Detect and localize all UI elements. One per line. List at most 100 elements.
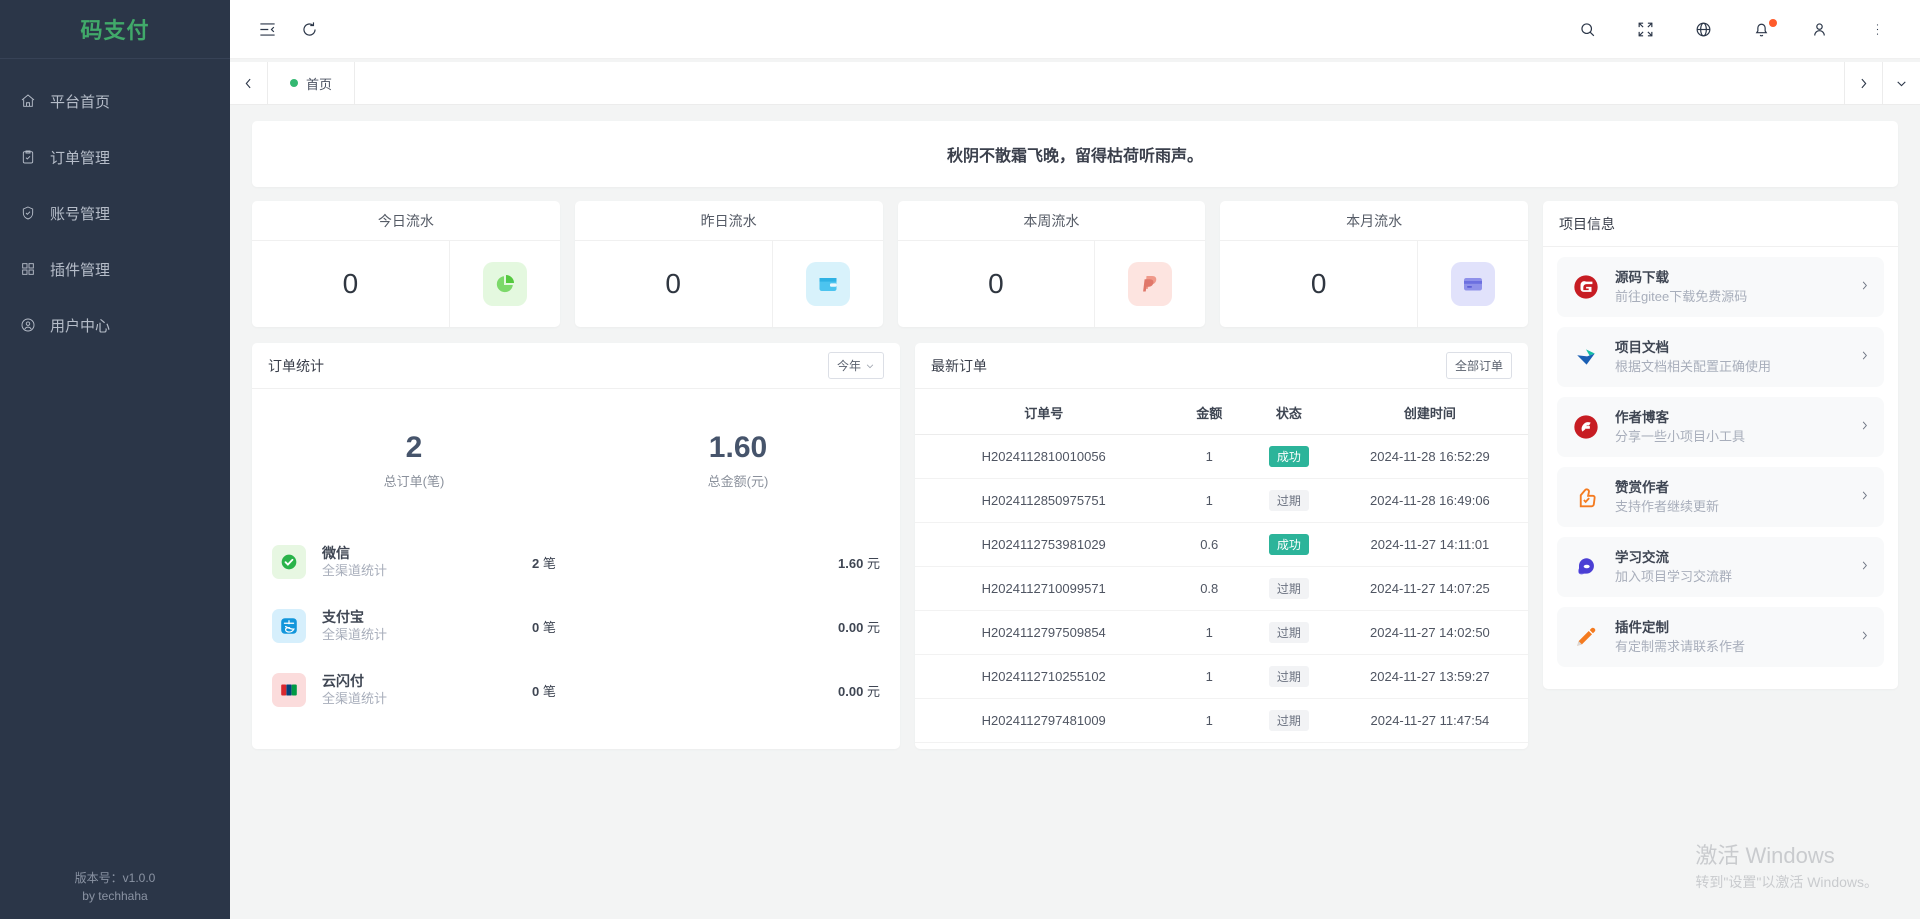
status-badge: 过期 [1268, 710, 1309, 731]
chat-icon [1571, 552, 1601, 582]
chevron-down-icon[interactable] [1882, 62, 1920, 104]
sidebar-item-home[interactable]: 平台首页 [0, 73, 230, 129]
channel-names: 支付宝 全渠道统计 [322, 608, 532, 644]
dashboard-row: 今日流水 0 昨日流水 [252, 201, 1898, 749]
stat-body: 0 [575, 241, 883, 327]
cell-created: 2024-11-27 14:07:25 [1331, 566, 1528, 611]
alipay-icon [272, 609, 306, 643]
project-info-title: 源码下载 [1615, 270, 1669, 285]
table-row[interactable]: H2024112753981029 0.6 成功 2024-11-27 14:11:0… [915, 522, 1528, 567]
chevron-right-icon [1859, 278, 1870, 296]
table-row[interactable]: H2024112797509854 1 过期 2024-11-27 14:02:50 [915, 610, 1528, 655]
sidebar-item-orders[interactable]: 订单管理 [0, 129, 230, 185]
chevron-down-icon [866, 363, 874, 368]
channel-count-unit: 笔 [542, 619, 556, 635]
project-info-panel: 项目信息 源码下载 前往gitee下载免费源码 项目文档 根据文档相关配置正确使用 作者… [1543, 201, 1898, 689]
chevron-left-icon[interactable] [230, 62, 268, 104]
all-orders-button[interactable]: 全部订单 [1445, 352, 1512, 379]
cell-created: 2024-11-27 11:47:54 [1331, 698, 1528, 743]
cell-order-no: H2024112710255102 [915, 654, 1173, 699]
sidebar-item-accounts[interactable]: 账号管理 [0, 185, 230, 241]
total-amount-label: 总金额(元) [707, 474, 769, 489]
logo-text: 码支付 [80, 18, 150, 43]
cell-created: 2024-11-27 13:59:27 [1331, 654, 1528, 699]
chevron-right-icon [1859, 348, 1870, 366]
channel-amount-unit: 元 [866, 619, 880, 635]
table-row[interactable]: H2024112810010056 1 成功 2024-11-28 16:52:29 [915, 434, 1528, 479]
pie-chart-icon [482, 262, 527, 306]
project-info-sub: 根据文档相关配置正确使用 [1615, 359, 1772, 374]
status-badge: 成功 [1268, 446, 1309, 467]
project-info-item[interactable]: 项目文档根据文档相关配置正确使用 [1557, 327, 1884, 387]
tab-home[interactable]: 首页 [268, 62, 356, 104]
project-info-title: 项目文档 [1615, 340, 1669, 355]
cell-status: 过期 [1246, 654, 1332, 699]
cell-order-no: H2024112850975751 [915, 478, 1173, 523]
orders-table-head: 订单号 金额 状态 创建时间 [915, 389, 1528, 435]
table-row[interactable]: H20241127579948491过期2024-11-27 11:46:33 [915, 742, 1528, 749]
order-totals: 2 总订单(笔) 1.60 总金额(元) [252, 389, 900, 530]
channel-names: 云闪付 全渠道统计 [322, 672, 532, 708]
project-info-item[interactable]: 学习交流 加入项目学习交流群 [1557, 537, 1884, 597]
cell-amount: 1 [1172, 610, 1246, 655]
status-badge: 过期 [1268, 666, 1309, 687]
orders-table-body: H2024112810010056 1 成功 2024-11-28 16:52:29 H… [915, 434, 1528, 749]
unionpay-icon [272, 673, 306, 707]
channel-amount: 1.60 元 [760, 553, 880, 572]
project-info-item[interactable]: 插件定制 有定制需求请联系作者 [1557, 607, 1884, 667]
project-info-item[interactable]: 作者博客 分享一些小项目小工具 [1557, 397, 1884, 457]
channel-name: 微信 [322, 545, 350, 561]
search-icon[interactable] [1566, 8, 1608, 50]
table-row[interactable]: H2024112797481009 1 过期 2024-11-27 11:47:54 [915, 698, 1528, 743]
chevron-right-icon [1859, 418, 1870, 436]
more-vertical-icon[interactable] [1856, 8, 1898, 50]
bell-icon[interactable] [1740, 8, 1782, 50]
table-row[interactable]: H2024112710255102 1 过期 2024-11-27 13:59:27 [915, 654, 1528, 699]
table-row[interactable]: H2024112850975751 1 过期 2024-11-28 16:49:06 [915, 478, 1528, 523]
order-stats-header: 订单统计 今年 [252, 343, 900, 389]
cell-order-no: H2024112797481009 [915, 698, 1173, 743]
fullscreen-icon[interactable] [1624, 8, 1666, 50]
globe-icon[interactable] [1682, 8, 1724, 50]
channel-count-unit: 笔 [542, 683, 556, 699]
project-info-item[interactable]: 源码下载 前往gitee下载免费源码 [1557, 257, 1884, 317]
cell-order-no: H2024112710099571 [915, 566, 1173, 611]
col-status: 状态 [1246, 389, 1332, 435]
cell-amount: 1 [1172, 742, 1246, 749]
project-info-sub: 分享一些小项目小工具 [1615, 429, 1746, 444]
cell-amount: 0.8 [1172, 566, 1246, 611]
project-info-sub: 加入项目学习交流群 [1615, 569, 1733, 584]
channel-row-wechat: 微信 全渠道统计 2 笔 1.60 [272, 530, 880, 594]
menu-fold-icon[interactable] [246, 8, 288, 50]
main-area: 首页 秋阴不散霜飞晚，留得枯荷听雨声。 今日流 [230, 0, 1920, 919]
version-text: 版本号：v1.0.0 [74, 871, 156, 885]
cell-created: 2024-11-27 14:02:50 [1331, 610, 1528, 655]
table-row[interactable]: H2024112710099571 0.8 过期 2024-11-27 14:07:2… [915, 566, 1528, 611]
tab-label: 首页 [306, 76, 333, 92]
project-info-text: 作者博客 分享一些小项目小工具 [1615, 408, 1845, 446]
channel-sub: 全渠道统计 [322, 627, 388, 642]
channel-count-value: 2 [532, 555, 540, 571]
stat-icon-cell [1418, 262, 1528, 306]
channel-amount-value: 0.00 [838, 683, 864, 699]
channel-count: 0 笔 [532, 617, 760, 636]
refresh-icon[interactable] [288, 8, 330, 50]
status-badge: 成功 [1268, 534, 1309, 555]
user-icon[interactable] [1798, 8, 1840, 50]
project-info-item[interactable]: 赞赏作者 支持作者继续更新 [1557, 467, 1884, 527]
top-bar-actions [1566, 8, 1898, 50]
sidebar-nav: 平台首页 订单管理 账号管理 插件管理 [0, 59, 230, 353]
year-filter-select[interactable]: 今年 [827, 352, 884, 379]
project-info-text: 学习交流 加入项目学习交流群 [1615, 548, 1845, 586]
channel-count: 0 笔 [532, 681, 760, 700]
cell-order-no: H2024112797509854 [915, 610, 1173, 655]
panel-title: 订单统计 [268, 357, 324, 374]
sidebar-item-user-center[interactable]: 用户中心 [0, 297, 230, 353]
chevron-right-icon[interactable] [1844, 62, 1882, 104]
logo[interactable]: 码支付 [0, 0, 230, 59]
gitee-icon [1571, 272, 1601, 302]
stat-value: 0 [575, 241, 773, 327]
status-badge: 过期 [1268, 578, 1309, 599]
stat-body: 0 [898, 241, 1206, 327]
sidebar-item-plugins[interactable]: 插件管理 [0, 241, 230, 297]
